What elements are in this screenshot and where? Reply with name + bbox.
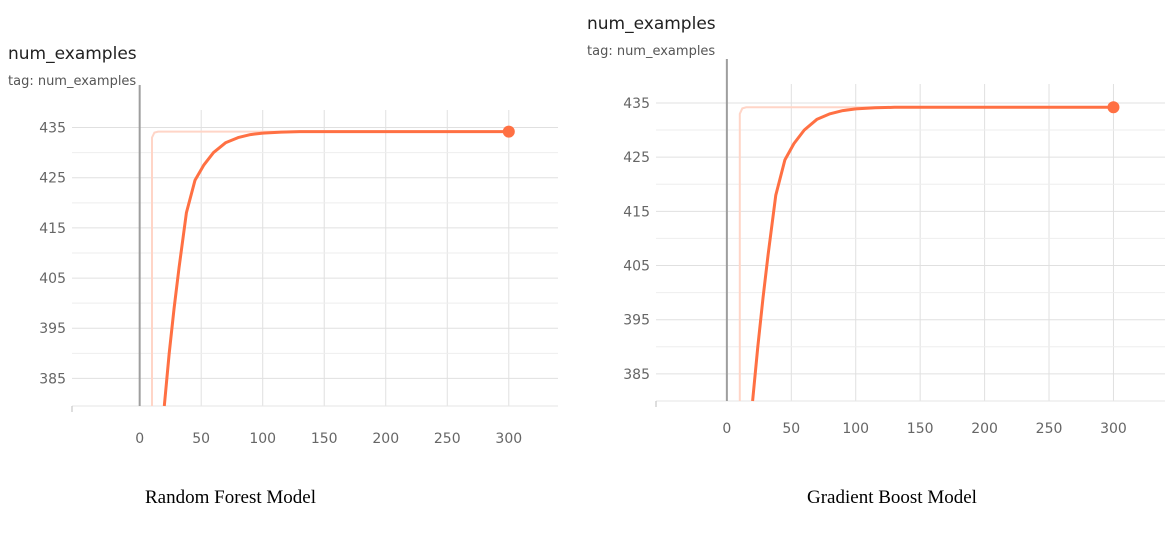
chart-caption: Random Forest Model — [145, 487, 316, 508]
y-tick-label: 405 — [39, 271, 66, 287]
y-tick-label: 385 — [623, 367, 650, 383]
y-tick-label: 385 — [39, 371, 66, 387]
y-tick-label: 425 — [39, 171, 66, 187]
x-tick-label: 0 — [722, 421, 731, 437]
series-line-smoothed — [162, 130, 509, 407]
x-tick-label: 150 — [311, 431, 338, 447]
y-tick-label: 415 — [623, 204, 650, 220]
y-tick-label: 395 — [39, 321, 66, 337]
y-tick-label: 425 — [623, 150, 650, 166]
y-tick-label: 435 — [623, 96, 650, 112]
x-tick-label: 100 — [249, 431, 276, 447]
chart-title: num_examples — [587, 14, 716, 34]
chart-plot-random-forest: 385 395 405 415 425 435 0 50 100 150 200 250 300 — [39, 85, 558, 447]
x-tick-label: 250 — [434, 431, 461, 447]
y-tick-label: 435 — [39, 121, 66, 137]
x-tick-label: 200 — [971, 421, 998, 437]
x-tick-label: 0 — [135, 431, 144, 447]
x-tick-label: 100 — [842, 421, 869, 437]
x-tick-label: 300 — [495, 431, 522, 447]
series-end-marker — [502, 125, 515, 138]
chart-plot-gradient-boost: 385 395 405 415 425 435 0 50 100 150 200 250 300 — [623, 59, 1165, 437]
chart-tag: tag: num_examples — [8, 74, 137, 89]
x-tick-label: 50 — [782, 421, 800, 437]
chart-caption: Gradient Boost Model — [807, 487, 977, 508]
series-end-marker — [1107, 101, 1120, 114]
x-tick-label: 150 — [907, 421, 934, 437]
y-tick-label: 395 — [623, 313, 650, 329]
x-tick-label: 200 — [372, 431, 399, 447]
x-tick-label: 50 — [192, 431, 210, 447]
chart-tag: tag: num_examples — [587, 44, 716, 59]
y-tick-label: 405 — [623, 259, 650, 275]
series-line-raw — [738, 106, 1114, 401]
chart-title: num_examples — [8, 44, 137, 64]
y-tick-label: 415 — [39, 221, 66, 237]
x-tick-label: 250 — [1036, 421, 1063, 437]
series-line-smoothed — [751, 105, 1114, 402]
x-tick-label: 300 — [1100, 421, 1127, 437]
